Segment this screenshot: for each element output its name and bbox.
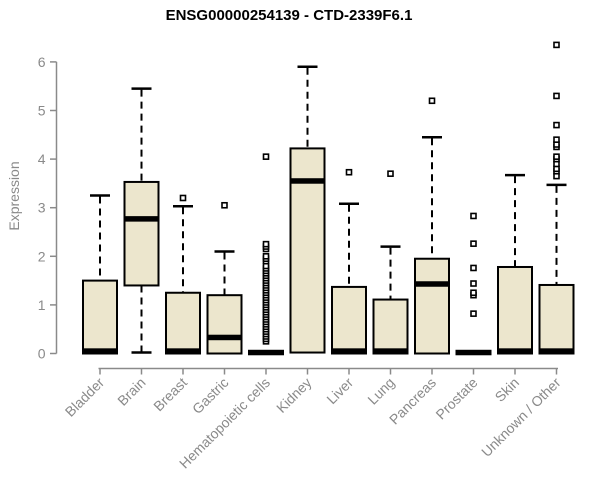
chart-title: ENSG00000254139 - CTD-2339F6.1	[165, 7, 413, 24]
svg-text:Skin: Skin	[492, 374, 523, 405]
svg-text:2: 2	[38, 248, 46, 264]
svg-text:Kidney: Kidney	[273, 374, 315, 416]
svg-text:6: 6	[38, 54, 46, 70]
svg-text:Brain: Brain	[114, 374, 148, 408]
svg-text:5: 5	[38, 103, 46, 119]
svg-text:1: 1	[38, 297, 46, 313]
svg-text:Lung: Lung	[364, 374, 397, 407]
svg-text:4: 4	[38, 151, 46, 167]
svg-text:3: 3	[38, 200, 46, 216]
svg-text:Liver: Liver	[323, 374, 356, 407]
svg-text:Bladder: Bladder	[62, 374, 108, 420]
svg-text:Prostate: Prostate	[432, 374, 480, 422]
svg-text:Unknown / Other: Unknown / Other	[478, 374, 564, 460]
svg-text:Breast: Breast	[150, 374, 190, 414]
svg-text:0: 0	[38, 346, 46, 362]
